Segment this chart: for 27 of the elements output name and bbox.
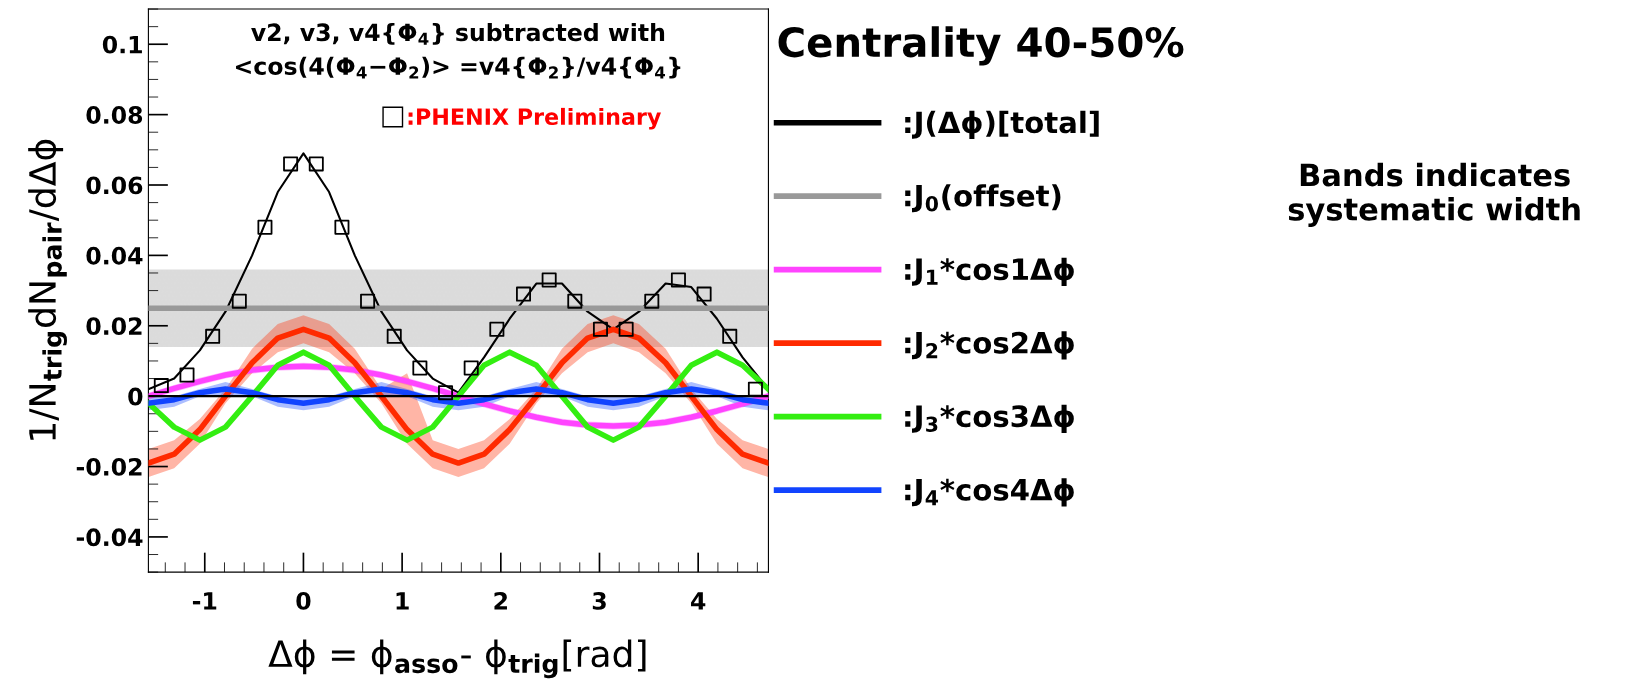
y-tick-label: 0.08	[86, 106, 143, 124]
x-tick-label: 1	[396, 592, 409, 610]
text: <cos(4(Φ$_{4}$−Φ$_{2}$)> =v4{Φ$_{2}$}/v4{Φ$_{4}$}	[236, 56, 681, 79]
x-tick-label: 4	[691, 592, 706, 610]
x-axis-title: Δϕ = ϕ$_{asso}$- ϕ$_{trig}$[rad]	[268, 639, 646, 679]
y-tick-label: 0.1	[102, 35, 142, 54]
x-tick-label: -1	[192, 592, 217, 610]
y-axis-title: 1/N$_{trig}$dN$_{pair}$/dΔϕ	[28, 139, 67, 440]
legend-label: :J$_{0}$(offset)	[905, 184, 1061, 213]
y-tick-label: 0.04	[86, 246, 143, 265]
text: Bands indicates systematic width	[1288, 162, 1580, 227]
legend-label: :J$_{2}$*cos2Δϕ	[905, 331, 1074, 360]
y-tick-label: -0.02	[76, 457, 142, 476]
legend-title: Centrality 40-50%	[778, 26, 1184, 66]
legend-label: :J$_{3}$*cos3Δϕ	[905, 404, 1074, 433]
y-tick-label: -0.04	[76, 528, 143, 547]
x-tick-label: 2	[494, 591, 507, 610]
x-tick-label: 3	[592, 591, 606, 610]
legend-label: :J$_{1}$*cos1Δϕ	[905, 257, 1074, 286]
y-tick-label: 0.02	[86, 317, 142, 336]
legend-label: :J$_{4}$*cos4Δϕ	[905, 478, 1074, 507]
x-tick-label: 0	[296, 591, 311, 610]
annotation: v2, v3, v4{Φ$_{4}$} subtracted with	[251, 22, 665, 45]
legend-label: :PHENIX Preliminary	[408, 107, 661, 130]
y-tick-label: 0	[128, 387, 143, 406]
legend-label: :J(Δϕ)[total]	[905, 110, 1099, 139]
y-tick-label: 0.06	[86, 176, 143, 195]
